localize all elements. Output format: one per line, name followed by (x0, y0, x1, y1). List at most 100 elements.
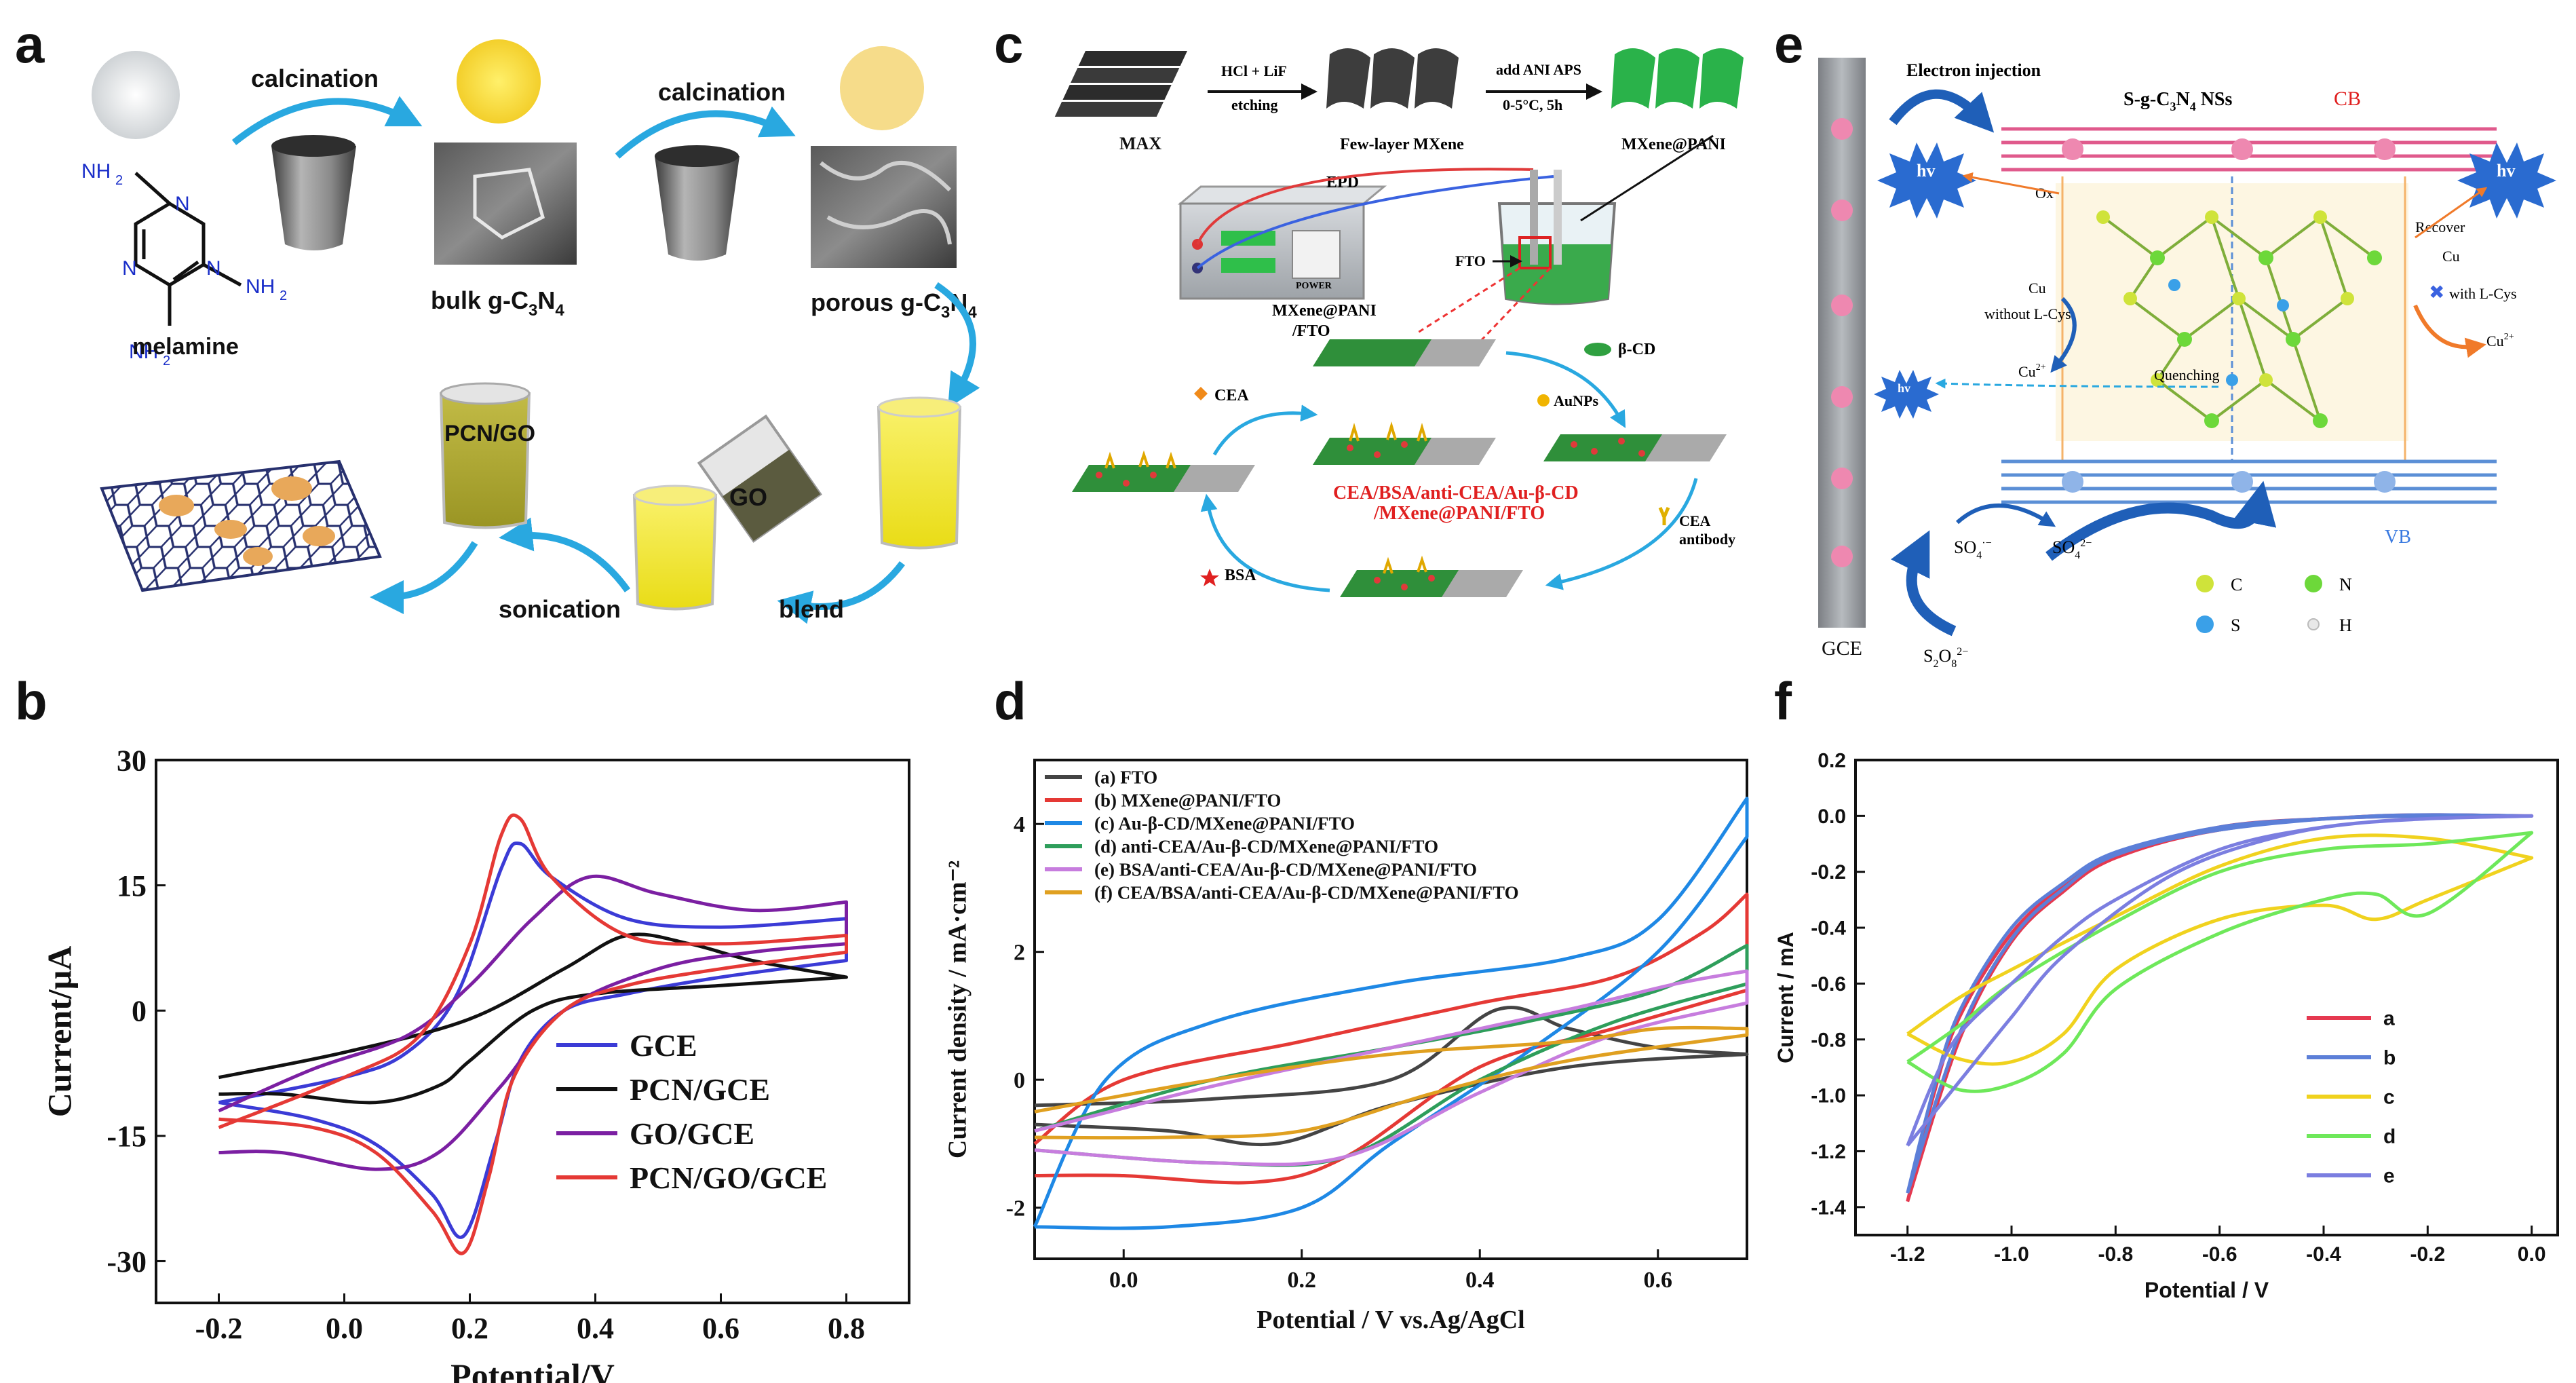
sensor-label-red-1: CEA/BSA/anti-CEA/Au-β-CD (1333, 482, 1579, 504)
panel-label-c: c (994, 14, 1023, 74)
calcination-arrow-1 (231, 96, 423, 145)
antibody-icon (1658, 507, 1670, 525)
melamine-n3: N (122, 257, 137, 280)
chart-d-series-2 (1033, 892, 1749, 1185)
chart-f-ytick-label: -0.6 (1811, 973, 1846, 996)
chart-b-legend-label: PCN/GCE (630, 1072, 770, 1107)
chart-d-series-6 (1034, 1025, 1749, 1140)
chart-d-xtick-label: 0.0 (1109, 1268, 1138, 1293)
chart-f-xtick-label: -1.0 (1994, 1243, 2029, 1266)
max-stack-icon (1054, 51, 1188, 117)
gce-electrode-icon (1818, 58, 1866, 628)
chart-b-xlabel: Potential/V (450, 1357, 615, 1383)
few-layer-mxene-icon (1326, 48, 1459, 109)
electrode-slide-5 (1340, 570, 1523, 597)
chart-b-xtick-label: -0.2 (195, 1312, 243, 1345)
calcination-label-1: calcination (251, 64, 379, 92)
chart-f-ytick-label: -1.2 (1811, 1141, 1846, 1163)
chart-f-legend-label: c (2383, 1086, 2395, 1109)
chart-f-legend-label: a (2383, 1008, 2395, 1030)
hv-burst-small: hv (1874, 370, 1939, 419)
blend-label: blend (779, 595, 844, 623)
cea-label: CEA (1214, 387, 1249, 404)
electron-injection-label: Electron injection (1906, 60, 2041, 80)
panel-label-e: e (1774, 14, 1803, 74)
go-label: GO (729, 483, 767, 511)
beta-cd-icon (1584, 343, 1611, 356)
electrode-slide-1 (1313, 339, 1496, 366)
panel-e-schematic: GCE Electron injection S-g-C3N4 NSs CB (1818, 58, 2556, 670)
melamine-nh2-top: NH (81, 160, 111, 183)
max-label: MAX (1119, 134, 1161, 153)
melamine-nh2-bottom: NH (129, 341, 158, 363)
chart-f-ytick-label: -0.2 (1811, 861, 1846, 884)
power-label: POWER (1296, 281, 1332, 291)
melamine-n1: N (175, 193, 190, 215)
beaker-yellow-middle (632, 494, 718, 611)
svg-text:C: C (2231, 575, 2242, 594)
chart-d-ytick-label: 2 (1014, 941, 1025, 966)
sensor-label-red-2: /MXene@PANI/FTO (1373, 503, 1545, 524)
chart-d-ytick-label: -2 (1006, 1196, 1025, 1221)
chart-b-xtick-label: 0.2 (451, 1312, 488, 1345)
crucible-2-icon (655, 156, 739, 261)
panel-a-schematic: NH 2 NH 2 NH 2 N N N melamine calcinatio… (81, 39, 980, 624)
persulfate-arrow (1891, 530, 1957, 637)
blocked-x-icon: ✖ (2429, 282, 2444, 303)
chart-b-series-4 (218, 813, 848, 1255)
chart-d-xtick-label: 0.6 (1644, 1268, 1673, 1293)
chart-b-xtick-label: 0.0 (326, 1312, 363, 1345)
aunps-label: AuNPs (1554, 392, 1598, 409)
panel-label-f: f (1774, 671, 1792, 731)
chart-d-legend-label: (f) CEA/BSA/anti-CEA/Au-β-CD/MXene@PANI/… (1094, 882, 1519, 903)
chart-f-ytick-label: 0.0 (1818, 806, 1846, 828)
chart-d-xtick-label: 0.4 (1465, 1268, 1495, 1293)
crucible-1-icon (271, 146, 356, 250)
melamine-nh2-right-sub: 2 (280, 288, 287, 303)
panel-label-d: d (994, 671, 1026, 731)
etching-label-1: HCl + LiF (1221, 62, 1287, 79)
hv-burst-right: hv (2457, 143, 2556, 219)
etching-label-2: etching (1231, 96, 1277, 113)
chart-f-series-5 (1906, 814, 2534, 1147)
hv-burst-left: hv (1877, 143, 1976, 219)
chart-f-legend-label: e (2383, 1165, 2395, 1188)
chart-f-legend-label: d (2383, 1126, 2396, 1148)
chart-f-cyclic-voltammetry: -1.2 -1.0 -0.8 -0.6 -0.4 -0.2 0.0 -1.4 -1.2 -1.0 -… (1773, 750, 2559, 1302)
svg-text:H: H (2339, 615, 2352, 635)
chart-f-xtick-label: 0.0 (2518, 1243, 2546, 1266)
cu2-label-right: Cu2+ (2486, 332, 2514, 349)
cb-electrons (2062, 138, 2396, 160)
electrode-slide-4 (1072, 465, 1255, 492)
cycle-arrow-2 (1545, 478, 1698, 590)
cu-label-right: Cu (2442, 248, 2460, 265)
gce-label: GCE (1822, 637, 1862, 660)
chart-b-legend-label: GO/GCE (630, 1116, 754, 1151)
ox-label: Ox (2035, 185, 2054, 202)
chart-b-xtick-label: 0.4 (577, 1312, 614, 1345)
cu-label-left: Cu (2029, 280, 2046, 297)
bsa-icon (1200, 569, 1219, 586)
svg-text:hv: hv (1917, 161, 1935, 181)
chart-b-series-3 (218, 874, 848, 1171)
melamine-nh2-top-sub: 2 (115, 173, 123, 188)
chart-f-ytick-label: 0.2 (1818, 750, 1846, 772)
chart-f-ytick-label: -0.8 (1811, 1029, 1846, 1051)
cb-label: CB (2334, 88, 2361, 110)
to-beaker-arrow (934, 282, 980, 409)
mxene-fto-label-1: MXene@PANI (1272, 302, 1377, 320)
chart-b-xtick-label: 0.8 (828, 1312, 865, 1345)
pcn-go-label: PCN/GO (444, 421, 535, 447)
chart-d-legend-label: (b) MXene@PANI/FTO (1094, 790, 1281, 810)
calcination-arrow-2 (615, 106, 796, 159)
cycle-arrow-1 (1505, 351, 1626, 428)
sonication-arrow (499, 517, 631, 592)
cycle-arrow-3 (1200, 493, 1330, 592)
chart-b-ytick-label: 30 (117, 744, 147, 777)
few-layer-label: Few-layer MXene (1340, 136, 1464, 153)
melamine-label: melamine (132, 334, 239, 360)
melamine-n2: N (206, 257, 221, 280)
chart-f-ylabel: Current / mA (1773, 932, 1798, 1063)
so4-radical-label: SO4·− (1954, 537, 1992, 561)
chart-d-ylabel: Current density / mA·cm⁻² (943, 860, 972, 1158)
